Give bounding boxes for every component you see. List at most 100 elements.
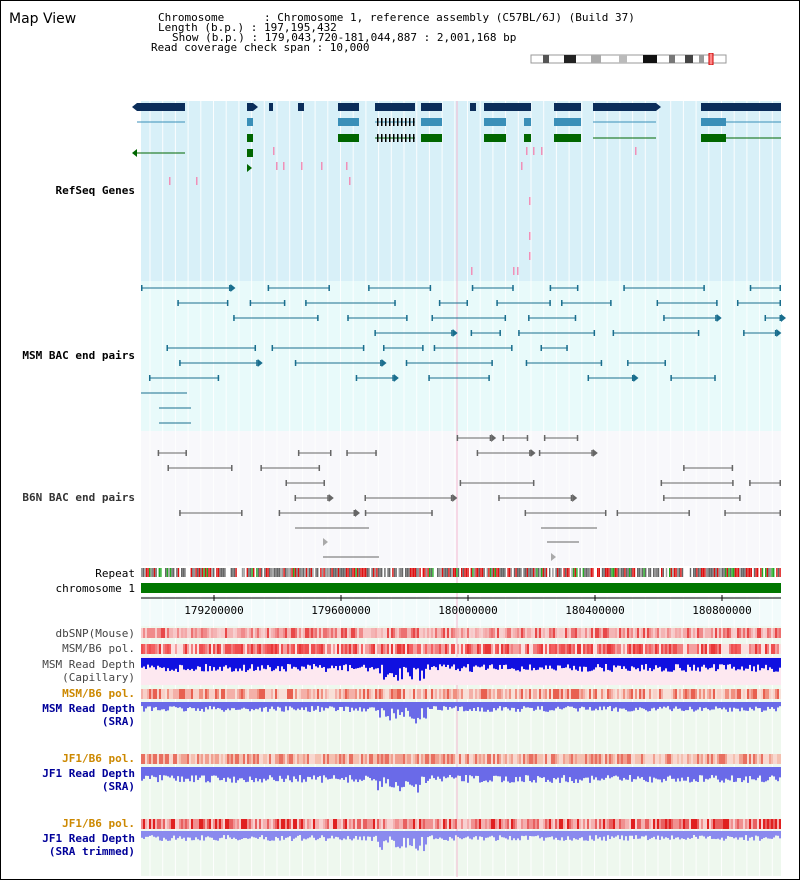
heat-cell xyxy=(405,644,407,654)
depth-bar xyxy=(435,658,437,668)
depth-bar xyxy=(657,702,659,709)
heat-cell xyxy=(649,628,651,638)
heat-cell xyxy=(661,644,663,654)
repeat-mark xyxy=(342,568,344,577)
heat-cell xyxy=(405,689,407,699)
depth-bar xyxy=(149,702,151,707)
depth-bar xyxy=(229,658,231,668)
depth-bar xyxy=(349,767,351,776)
depth-bar xyxy=(377,702,379,711)
heat-cell xyxy=(417,819,419,829)
heat-cell xyxy=(613,819,615,829)
heat-cell xyxy=(441,644,443,654)
bac-end xyxy=(540,345,542,351)
heat-cell xyxy=(405,819,407,829)
heat-cell xyxy=(323,819,325,829)
depth-bar xyxy=(515,702,517,712)
heat-cell xyxy=(429,628,431,638)
heat-cell xyxy=(573,754,575,764)
depth-bar xyxy=(215,831,217,841)
depth-bar xyxy=(143,702,145,712)
heat-cell xyxy=(735,644,737,654)
heat-cell xyxy=(497,628,499,638)
depth-bar xyxy=(503,658,505,666)
repeat-mark xyxy=(579,568,581,577)
depth-bar xyxy=(719,831,721,840)
depth-bar xyxy=(247,767,249,782)
heat-cell xyxy=(657,689,659,699)
heat-cell xyxy=(395,819,397,829)
heat-cell xyxy=(149,628,151,638)
heat-cell xyxy=(275,754,277,764)
heat-cell xyxy=(435,689,437,699)
bac-end xyxy=(749,480,751,486)
depth-bar xyxy=(537,831,539,836)
b6n-bac-label[interactable]: B6N BAC end pairs xyxy=(22,491,135,504)
repeat-mark xyxy=(637,568,639,577)
heat-cell xyxy=(625,754,627,764)
heat-cell xyxy=(399,819,401,829)
depth-bar xyxy=(445,831,447,840)
repeat-mark xyxy=(249,568,252,577)
depth-bar xyxy=(569,831,571,840)
heat-cell xyxy=(641,689,643,699)
depth-bar xyxy=(271,702,273,707)
depth-bar xyxy=(353,702,355,711)
bac-end xyxy=(570,495,573,501)
depth-bar xyxy=(713,702,715,710)
heat-cell xyxy=(759,754,761,764)
depth-bar xyxy=(175,658,177,669)
depth-bar xyxy=(325,702,327,708)
heat-cell xyxy=(739,754,741,764)
refseq-genes-label[interactable]: RefSeq Genes xyxy=(55,184,135,197)
msm-bac-label[interactable]: MSM BAC end pairs xyxy=(22,349,135,362)
heat-cell xyxy=(403,644,405,654)
depth-bar xyxy=(217,831,219,841)
depth-bar xyxy=(145,658,147,670)
repeat-mark xyxy=(267,568,269,577)
heat-cell xyxy=(213,689,215,699)
depth-bar xyxy=(513,831,515,839)
heat-cell xyxy=(763,628,765,638)
repeat-mark xyxy=(366,568,368,577)
depth-bar xyxy=(673,831,675,840)
heat-cell xyxy=(579,754,581,764)
depth-bar xyxy=(203,702,205,712)
gene-exon xyxy=(393,118,395,126)
depth-bar xyxy=(443,831,445,840)
depth-bar xyxy=(507,831,509,840)
heat-cell xyxy=(459,819,461,829)
bac-end xyxy=(736,300,739,306)
depth-bar xyxy=(773,658,775,672)
heat-cell xyxy=(333,754,335,764)
depth-bar xyxy=(487,658,489,669)
heat-cell xyxy=(165,689,167,699)
heat-cell xyxy=(715,819,717,829)
chromosome-ideogram[interactable] xyxy=(529,53,729,65)
jf1-depth-sra-sublabel: (SRA) xyxy=(101,780,135,793)
heat-cell xyxy=(319,689,321,699)
repeat-mark xyxy=(144,568,146,577)
heat-cell xyxy=(325,628,327,638)
heat-cell xyxy=(205,819,207,829)
depth-bar xyxy=(371,831,373,841)
strand-arrow xyxy=(253,103,258,111)
strand-arrow xyxy=(633,374,639,382)
heat-cell xyxy=(495,819,497,829)
gene-exon xyxy=(401,118,403,126)
depth-bar xyxy=(469,767,471,776)
heat-cell xyxy=(589,754,591,764)
depth-bar xyxy=(747,702,749,711)
heat-cell xyxy=(751,644,753,654)
heat-cell xyxy=(157,628,159,638)
depth-bar xyxy=(325,831,327,841)
heat-cell xyxy=(693,754,695,764)
heat-cell xyxy=(193,689,195,699)
heat-cell xyxy=(577,754,579,764)
heat-cell xyxy=(291,819,293,829)
depth-bar xyxy=(477,658,479,667)
depth-bar xyxy=(151,831,153,836)
depth-bar xyxy=(449,767,451,776)
heat-cell xyxy=(753,754,755,764)
